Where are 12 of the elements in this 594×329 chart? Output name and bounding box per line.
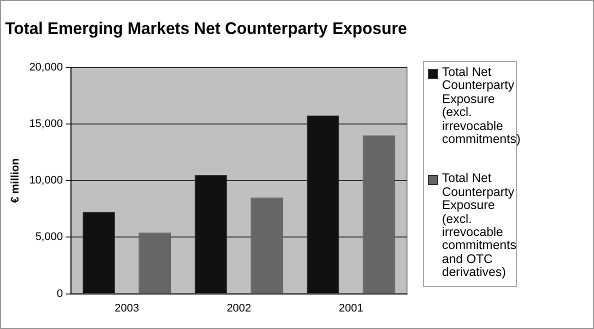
y-tick-label: 10,000 xyxy=(29,174,63,187)
x-tick-label: 2003 xyxy=(114,302,140,314)
chart-title: Total Emerging Markets Net Counterparty Exposure xyxy=(5,18,407,38)
x-tick-label: 2002 xyxy=(226,302,252,314)
y-axis-title: € million xyxy=(10,158,22,203)
y-tick-label: 5,000 xyxy=(35,231,63,244)
legend-label: Total Net Counterparty Exposure (excl. irrevocable commitments) xyxy=(442,65,520,146)
x-tick-label: 2001 xyxy=(338,302,364,314)
y-tick-label: 20,000 xyxy=(29,61,63,74)
legend-label: Total Net Counterparty Exposure (excl. irrevocable commitments and OTC derivatives) xyxy=(442,171,516,280)
y-tick-label: 0 xyxy=(56,288,63,300)
y-tick-label: 15,000 xyxy=(29,118,63,130)
